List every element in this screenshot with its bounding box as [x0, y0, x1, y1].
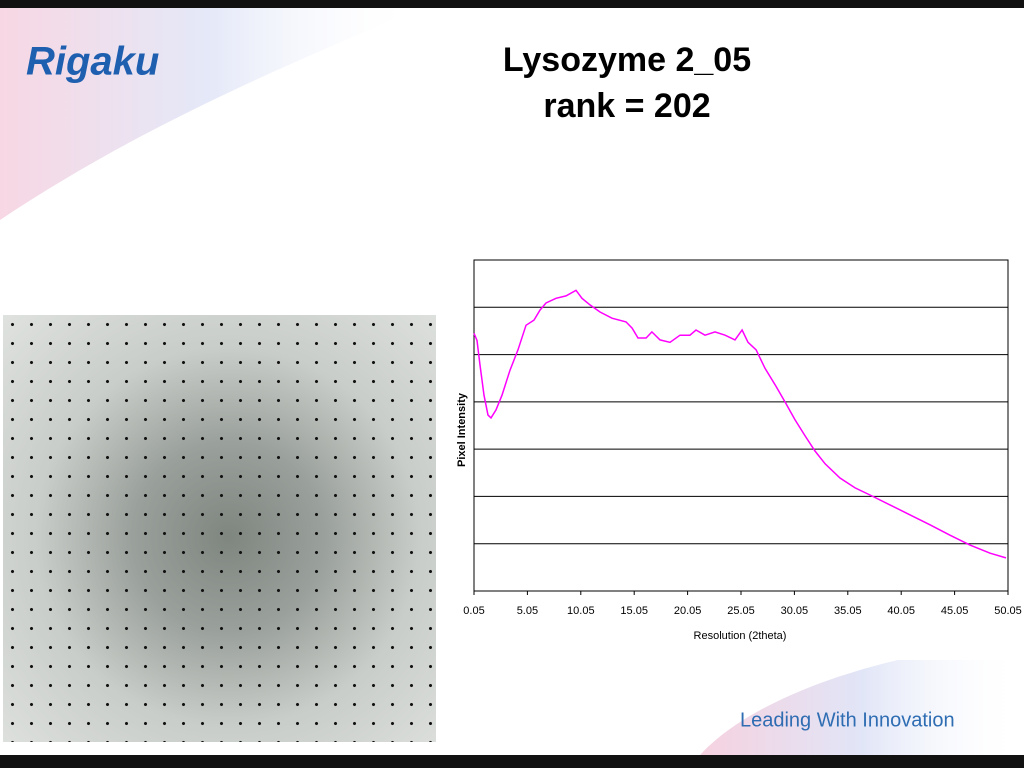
chart-title: Lysozyme 2_05 [503, 41, 751, 79]
data-line [473, 289, 1007, 559]
logo: Rigaku [26, 40, 159, 84]
x-tick-label: 50.05 [994, 605, 1022, 617]
swoosh [0, 8, 420, 220]
x-tick-label: 0.05 [463, 605, 484, 617]
x-tick-label: 10.05 [567, 605, 595, 617]
x-tick-label: 25.05 [727, 605, 755, 617]
swoosh [700, 640, 1024, 755]
x-axis-label: Resolution (2theta) [694, 630, 787, 642]
x-tick-label: 40.05 [887, 605, 915, 617]
bottom-bar [0, 755, 1024, 768]
x-tick-label: 35.05 [834, 605, 862, 617]
tagline: Leading With Innovation [740, 709, 955, 731]
chart-area [447, 248, 1020, 660]
y-axis-label: Pixel Intensity [456, 392, 468, 467]
x-tick-label: 5.05 [517, 605, 538, 617]
x-tick-label: 15.05 [620, 605, 648, 617]
x-tick-label: 20.05 [674, 605, 702, 617]
top-bar [0, 0, 1024, 8]
x-tick-label: 30.05 [781, 605, 809, 617]
x-tick-label: 45.05 [941, 605, 969, 617]
diffraction-image [3, 315, 436, 742]
chart-title: rank = 202 [543, 87, 710, 125]
